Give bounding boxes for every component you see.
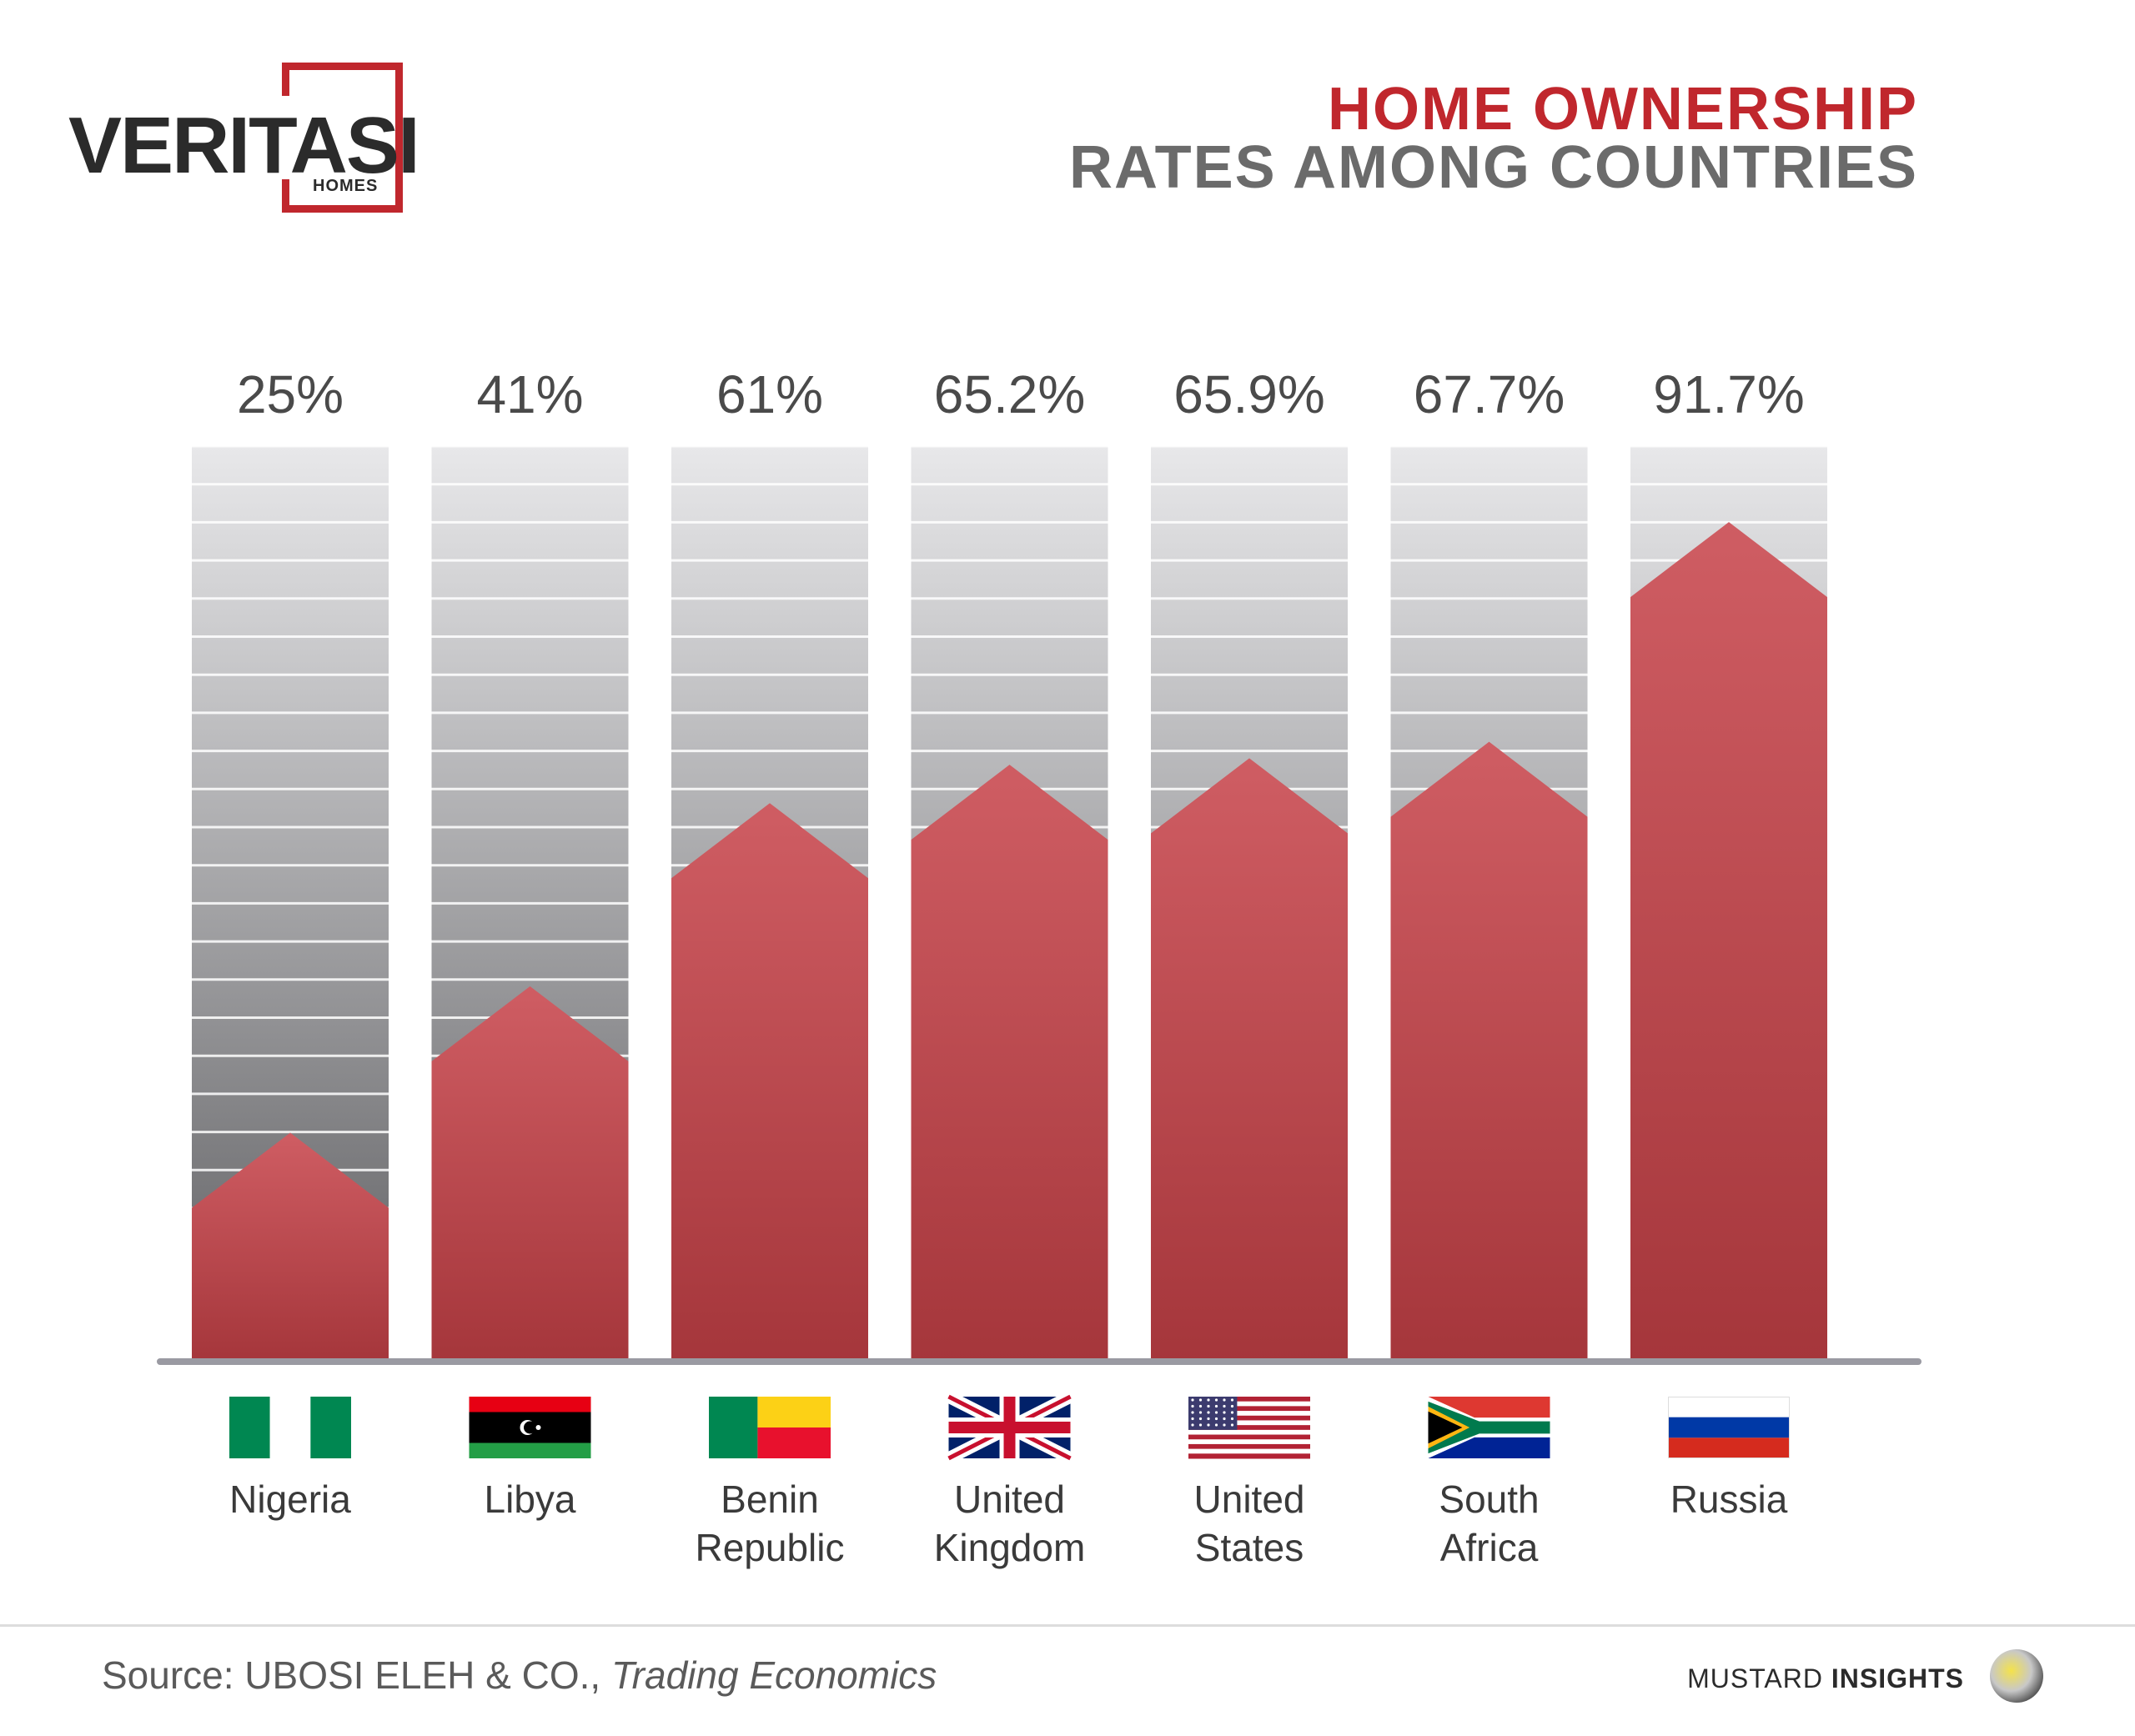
- data-label: 67.7%: [1414, 364, 1565, 424]
- category-label: Kingdom: [934, 1526, 1086, 1569]
- category-label: Nigeria: [229, 1478, 351, 1521]
- logo-name: VERITASI: [68, 101, 420, 190]
- category-label: Russia: [1670, 1478, 1788, 1521]
- uk-flag: [946, 1391, 1073, 1464]
- data-label: 25%: [237, 364, 344, 424]
- chart-title-line2: RATES AMONG COUNTRIES: [1068, 134, 1918, 201]
- brand-name: MUSTARD INSIGHTS: [1687, 1663, 1964, 1694]
- data-label: 91.7%: [1653, 364, 1804, 424]
- category-label: South: [1439, 1478, 1539, 1521]
- logo-subtitle: HOMES: [313, 177, 379, 195]
- bar: [911, 765, 1108, 1362]
- source-prefix: Source: UBOSI ELEH & CO.,: [102, 1653, 611, 1697]
- bar: [671, 803, 868, 1362]
- data-label: 65.2%: [934, 364, 1085, 424]
- south-africa-flag: [1428, 1397, 1550, 1458]
- data-label: 41%: [476, 364, 583, 424]
- libya-flag: [469, 1397, 591, 1458]
- bar: [431, 986, 629, 1362]
- benin-flag: [709, 1397, 831, 1458]
- bar-chart: 25% Nigeria 41% Libya 61% Benin Republic 65.2% U…: [157, 364, 1922, 1569]
- category-label: United: [954, 1478, 1065, 1521]
- data-label: 65.9%: [1173, 364, 1324, 424]
- mustard-insights-icon: [1990, 1649, 2043, 1703]
- source-italic: Trading Economics: [610, 1653, 937, 1697]
- chart-title-line1: HOME OWNERSHIP: [1327, 76, 1918, 143]
- category-label: Africa: [1440, 1526, 1539, 1569]
- category-label: Republic: [696, 1526, 845, 1569]
- category-label: United: [1194, 1478, 1305, 1521]
- bar: [1151, 758, 1348, 1362]
- bar: [1630, 522, 1827, 1362]
- russia-flag: [1668, 1397, 1790, 1458]
- bar: [1390, 741, 1588, 1362]
- source-note: Source: UBOSI ELEH & CO., Trading Econom…: [102, 1653, 937, 1698]
- brand-light: MUSTARD: [1687, 1663, 1831, 1693]
- us-flag: [1188, 1397, 1310, 1459]
- data-label: 61%: [716, 364, 823, 424]
- logo-frame: [282, 63, 403, 213]
- brand-bold: INSIGHTS: [1831, 1663, 1964, 1693]
- footer-divider: [0, 1624, 2135, 1627]
- nigeria-flag: [229, 1397, 351, 1458]
- bar: [192, 1132, 389, 1362]
- category-label: States: [1195, 1526, 1304, 1569]
- category-label: Benin: [721, 1478, 819, 1521]
- category-label: Libya: [485, 1478, 576, 1521]
